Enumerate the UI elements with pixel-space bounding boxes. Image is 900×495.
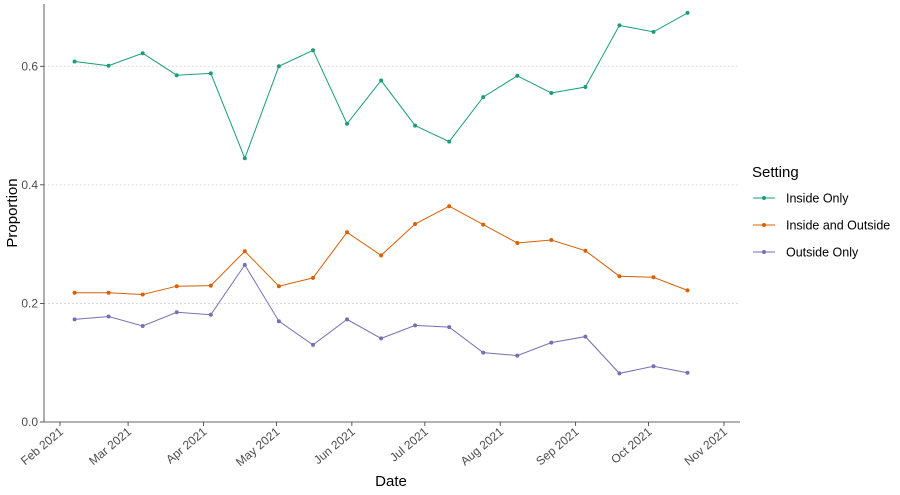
x-tick-label: Mar 2021 bbox=[86, 424, 134, 468]
data-point bbox=[379, 78, 384, 83]
y-tick-label: 0.4 bbox=[21, 178, 38, 192]
data-point bbox=[617, 274, 622, 279]
data-point bbox=[685, 370, 690, 375]
data-point bbox=[413, 222, 418, 226]
data-point bbox=[140, 292, 145, 297]
data-point bbox=[174, 284, 179, 289]
data-point bbox=[651, 364, 656, 369]
data-point bbox=[208, 283, 213, 288]
data-point bbox=[413, 323, 418, 328]
data-point bbox=[106, 290, 111, 295]
series-line bbox=[74, 205, 688, 296]
data-point bbox=[106, 63, 111, 68]
data-point bbox=[447, 204, 452, 209]
data-point bbox=[515, 241, 520, 245]
data-point bbox=[413, 123, 418, 128]
legend-label: Outside Only bbox=[786, 246, 859, 260]
x-tick-label: Oct 2021 bbox=[608, 424, 655, 466]
data-point bbox=[72, 290, 77, 295]
series-lines bbox=[72, 10, 690, 376]
legend-item: Inside and Outside bbox=[753, 219, 890, 233]
data-point bbox=[242, 156, 247, 161]
data-point bbox=[208, 312, 213, 317]
x-tick-labels: Feb 2021 Mar 2021 Apr 2021 May 2021 Jun 2021… bbox=[18, 422, 730, 469]
data-point bbox=[685, 288, 690, 293]
data-point bbox=[140, 324, 145, 328]
legend-key-point bbox=[762, 196, 766, 200]
x-tick-label: Aug 2021 bbox=[458, 424, 507, 468]
data-point bbox=[617, 371, 622, 376]
data-point bbox=[242, 249, 247, 254]
data-point bbox=[345, 121, 349, 126]
y-tick-label: 0.6 bbox=[21, 59, 38, 73]
x-tick-label: Apr 2021 bbox=[163, 424, 210, 466]
series-inside-and-outside bbox=[72, 204, 690, 297]
data-point bbox=[481, 222, 486, 227]
data-point bbox=[549, 340, 554, 345]
data-point bbox=[345, 230, 349, 235]
data-point bbox=[140, 51, 145, 56]
series-inside-only bbox=[72, 10, 690, 161]
data-point bbox=[651, 275, 656, 280]
series-line bbox=[74, 12, 688, 160]
y-axis-title: Proportion bbox=[4, 178, 21, 247]
legend-label: Inside Only bbox=[786, 192, 849, 206]
data-point bbox=[345, 317, 349, 322]
data-point bbox=[106, 314, 111, 319]
data-point bbox=[617, 23, 622, 28]
legend-item: Outside Only bbox=[753, 246, 859, 260]
y-tick-label: 0.2 bbox=[21, 296, 38, 310]
data-point bbox=[174, 310, 179, 315]
data-point bbox=[242, 262, 247, 267]
data-point bbox=[447, 139, 452, 144]
data-point bbox=[208, 71, 213, 76]
data-point bbox=[481, 95, 486, 100]
data-point bbox=[311, 275, 315, 280]
series-line bbox=[74, 263, 688, 374]
y-tick-label: 0.0 bbox=[21, 415, 38, 429]
legend-key-point bbox=[762, 223, 766, 227]
legend: Setting Inside Only Inside and Outside Out… bbox=[752, 164, 890, 260]
series-outside-only bbox=[72, 262, 690, 376]
legend-item: Inside Only bbox=[753, 192, 849, 206]
legend-key-point bbox=[762, 250, 766, 254]
data-point bbox=[276, 64, 281, 69]
grid-lines bbox=[44, 65, 740, 304]
data-point bbox=[651, 29, 656, 34]
legend-label: Inside and Outside bbox=[786, 219, 890, 233]
x-tick-label: Jun 2021 bbox=[311, 424, 358, 467]
x-tick-label: Nov 2021 bbox=[682, 424, 731, 468]
data-point bbox=[583, 85, 588, 89]
data-point bbox=[379, 253, 384, 258]
y-tick-labels: 0.0 0.2 0.4 0.6 bbox=[21, 59, 44, 429]
data-point bbox=[583, 248, 588, 253]
data-point bbox=[549, 91, 554, 95]
data-point bbox=[72, 59, 77, 64]
data-point bbox=[583, 334, 588, 339]
x-tick-label: Sep 2021 bbox=[533, 424, 582, 468]
data-point bbox=[276, 319, 281, 324]
data-point bbox=[276, 284, 281, 289]
data-point bbox=[72, 317, 77, 322]
x-tick-label: Feb 2021 bbox=[18, 424, 66, 468]
data-point bbox=[311, 48, 315, 53]
x-tick-label: Jul 2021 bbox=[387, 424, 431, 464]
legend-title: Setting bbox=[752, 164, 799, 181]
data-point bbox=[515, 73, 520, 78]
data-point bbox=[311, 342, 315, 347]
data-point bbox=[174, 73, 179, 78]
data-point bbox=[549, 238, 554, 242]
data-point bbox=[685, 10, 690, 15]
data-point bbox=[447, 325, 452, 330]
axes bbox=[43, 4, 740, 423]
data-point bbox=[515, 353, 520, 358]
data-point bbox=[481, 350, 486, 355]
data-point bbox=[379, 336, 384, 341]
x-tick-label: May 2021 bbox=[233, 424, 283, 469]
x-axis-title: Date bbox=[375, 473, 407, 490]
